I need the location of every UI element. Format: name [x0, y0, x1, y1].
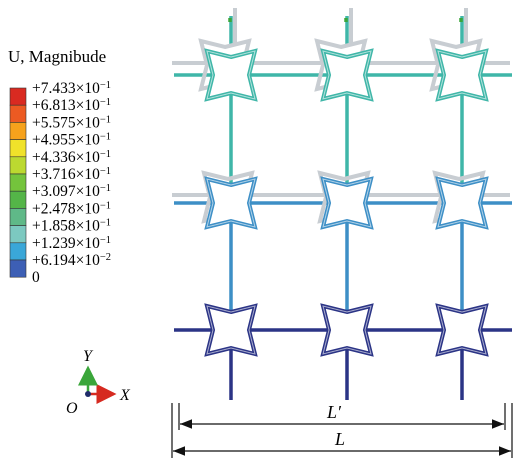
legend-title: U, Magnibude	[8, 47, 106, 66]
legend-swatch	[9, 156, 27, 175]
legend-label: +2.478×10−1	[32, 200, 111, 217]
legend-swatch	[9, 242, 27, 261]
legend-swatch	[9, 259, 27, 278]
legend-label: +6.194×10−2	[32, 252, 111, 269]
dimension-label-inner: L′	[326, 402, 342, 422]
legend-label: +5.575×10−1	[32, 114, 111, 131]
legend: U, Magnibude +7.433×10−1+6.813×10−1+5.57…	[8, 47, 111, 286]
legend-entries: +7.433×10−1+6.813×10−1+5.575×10−1+4.955×…	[9, 80, 111, 286]
lattice-node-highlight	[206, 50, 256, 100]
legend-label: +3.716×10−1	[32, 166, 111, 183]
legend-swatch	[9, 190, 27, 209]
legend-swatch	[9, 173, 27, 192]
lattice-node	[435, 303, 489, 357]
dimension-lines: L′ L	[171, 402, 513, 458]
dimension-label-outer: L	[334, 429, 345, 449]
legend-label: 0	[32, 269, 40, 286]
lattice-node-highlight	[437, 50, 487, 100]
lattice-node-highlight	[322, 178, 372, 228]
origin-dot	[85, 391, 91, 397]
lattice-structure	[172, 8, 512, 400]
lattice-node	[204, 303, 258, 357]
y-axis-label: Y	[83, 348, 94, 365]
lattice-node-highlight	[322, 305, 372, 355]
origin-label: O	[66, 400, 78, 417]
legend-swatch	[9, 225, 27, 244]
lattice-node	[320, 48, 374, 102]
lattice-node	[435, 48, 489, 102]
lattice-node-highlight	[322, 50, 372, 100]
lattice-node-highlight	[206, 305, 256, 355]
legend-swatch	[9, 122, 27, 140]
legend-swatch	[9, 87, 27, 106]
lattice-node	[204, 176, 258, 230]
legend-label: +4.336×10−1	[32, 149, 111, 166]
legend-label: +6.813×10−1	[32, 97, 111, 114]
legend-swatch	[9, 104, 27, 123]
lattice-node-highlight	[206, 178, 256, 228]
lattice-node-highlight	[437, 305, 487, 355]
legend-label: +7.433×10−1	[32, 80, 111, 97]
coordinate-axes: X Y O	[66, 348, 131, 417]
lattice-node	[320, 303, 374, 357]
legend-label: +4.955×10−1	[32, 132, 111, 149]
legend-label: +1.239×10−1	[32, 235, 111, 252]
lattice-node	[204, 48, 258, 102]
legend-swatch	[9, 208, 27, 226]
lattice-node	[320, 176, 374, 230]
legend-label: +3.097×10−1	[32, 183, 111, 200]
lattice-node	[435, 176, 489, 230]
legend-label: +1.858×10−1	[32, 218, 111, 235]
lattice-node-highlight	[437, 178, 487, 228]
legend-swatch	[9, 139, 27, 158]
x-axis-label: X	[119, 387, 131, 404]
